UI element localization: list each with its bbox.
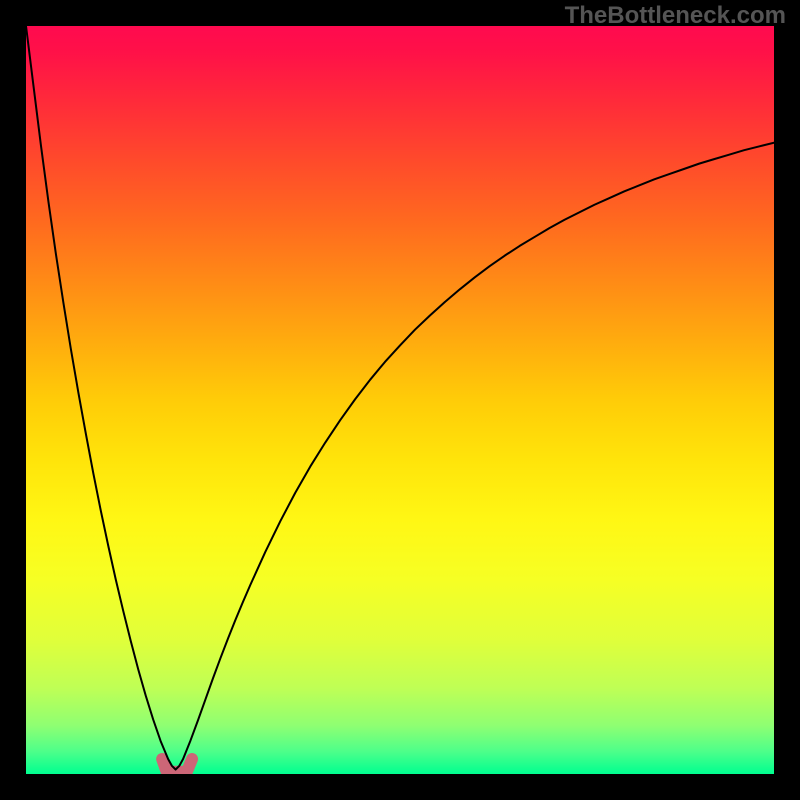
- bottleneck-curve-plot: [26, 26, 774, 774]
- watermark-text: TheBottleneck.com: [565, 2, 786, 30]
- gradient-background: [26, 26, 774, 774]
- plot-svg: [26, 26, 774, 774]
